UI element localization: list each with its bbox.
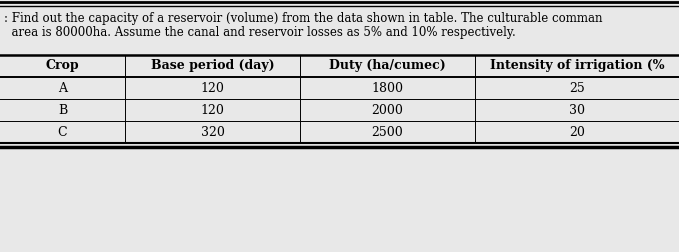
Text: 120: 120: [200, 81, 225, 94]
Text: B: B: [58, 104, 67, 116]
Text: 2500: 2500: [371, 125, 403, 139]
Text: : Find out the capacity of a reservoir (volume) from the data shown in table. Th: : Find out the capacity of a reservoir (…: [4, 12, 602, 25]
Text: 2000: 2000: [371, 104, 403, 116]
Text: area is 80000ha. Assume the canal and reservoir losses as 5% and 10% respectivel: area is 80000ha. Assume the canal and re…: [4, 26, 516, 39]
Text: C: C: [58, 125, 67, 139]
Text: 320: 320: [200, 125, 225, 139]
Text: 120: 120: [200, 104, 225, 116]
Text: Base period (day): Base period (day): [151, 59, 274, 73]
Text: 25: 25: [569, 81, 585, 94]
Text: 20: 20: [569, 125, 585, 139]
Text: A: A: [58, 81, 67, 94]
Text: 1800: 1800: [371, 81, 403, 94]
Text: Crop: Crop: [45, 59, 79, 73]
Text: Duty (ha/cumec): Duty (ha/cumec): [329, 59, 446, 73]
Text: 30: 30: [569, 104, 585, 116]
Text: Intensity of irrigation (%: Intensity of irrigation (%: [490, 59, 664, 73]
